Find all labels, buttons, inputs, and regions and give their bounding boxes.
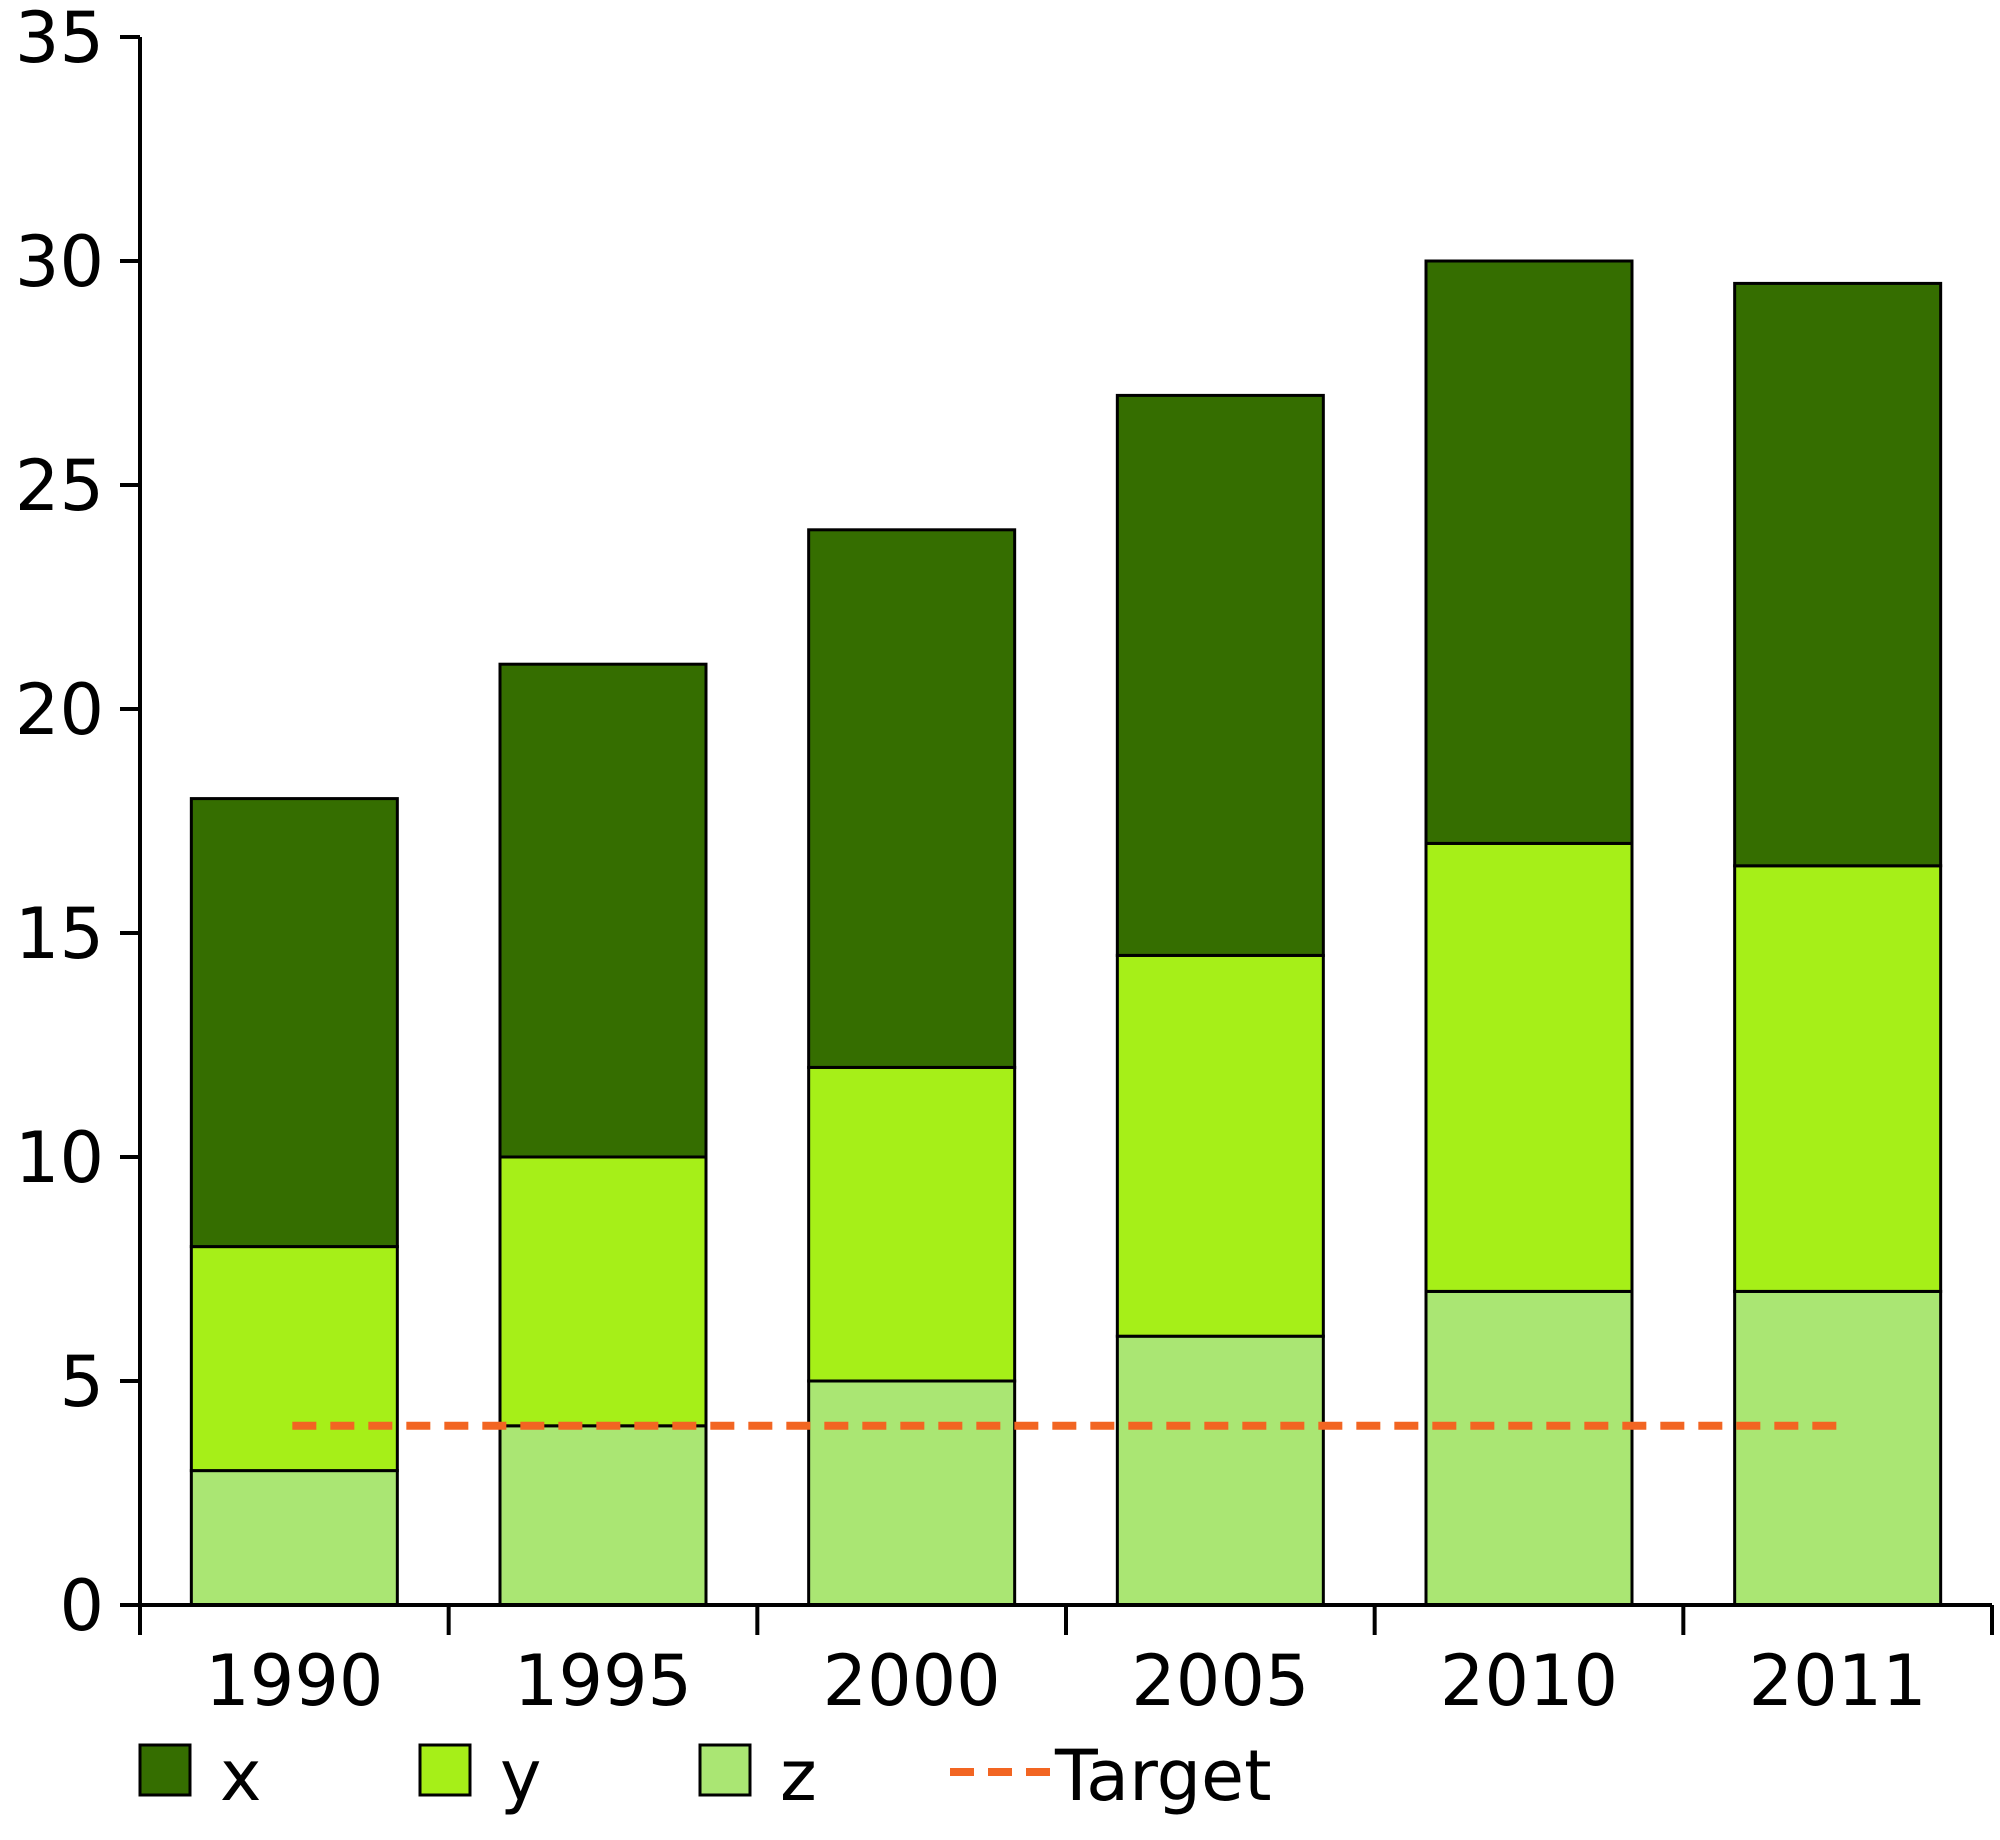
x-tick-label: 1990 bbox=[205, 1640, 383, 1722]
y-tick-label: 0 bbox=[59, 1565, 104, 1647]
bar-y-1995 bbox=[498, 1155, 708, 1428]
bar-y-2000 bbox=[807, 1065, 1017, 1383]
legend-swatch-z bbox=[698, 1743, 752, 1797]
y-tick-label: 15 bbox=[15, 893, 104, 975]
bar-z-2000 bbox=[807, 1379, 1017, 1607]
legend: x y z Target bbox=[138, 1735, 1272, 1817]
bar-x-2011 bbox=[1733, 281, 1943, 868]
x-tick-label: 2010 bbox=[1440, 1640, 1618, 1722]
axes-group: 1990 1995 2000 2005 2010 2011 0 5 10 15 20 25 30 35 bbox=[15, 0, 1994, 1722]
y-tick-label: 30 bbox=[15, 221, 104, 303]
bar-z-2010 bbox=[1424, 1289, 1634, 1607]
legend-label-x: x bbox=[220, 1735, 261, 1817]
bar-z-1990 bbox=[189, 1469, 399, 1607]
y-tick-label: 20 bbox=[15, 669, 104, 751]
bar-x-1990 bbox=[189, 797, 399, 1249]
x-tick-label: 2005 bbox=[1131, 1640, 1309, 1722]
legend-swatch-y bbox=[418, 1743, 472, 1797]
bar-x-2010 bbox=[1424, 259, 1634, 845]
legend-swatch-x bbox=[138, 1743, 192, 1797]
y-tick-label: 35 bbox=[15, 0, 104, 79]
bar-z-2011 bbox=[1733, 1289, 1943, 1607]
y-tick-label: 5 bbox=[59, 1341, 104, 1423]
bar-y-2005 bbox=[1115, 953, 1325, 1338]
bar-x-1995 bbox=[498, 662, 708, 1159]
bar-y-1990 bbox=[189, 1245, 399, 1473]
y-tick-label: 10 bbox=[15, 1117, 104, 1199]
x-tick-label: 2011 bbox=[1749, 1640, 1927, 1722]
bars-group bbox=[189, 259, 1943, 1607]
bar-y-2011 bbox=[1733, 864, 1943, 1293]
legend-label-z: z bbox=[780, 1735, 817, 1817]
bar-x-2005 bbox=[1115, 393, 1325, 957]
bar-z-2005 bbox=[1115, 1334, 1325, 1607]
y-tick-label: 25 bbox=[15, 445, 104, 527]
bar-z-1995 bbox=[498, 1424, 708, 1607]
legend-label-target: Target bbox=[1054, 1735, 1272, 1817]
bar-y-2010 bbox=[1424, 841, 1634, 1293]
bar-x-2000 bbox=[807, 528, 1017, 1069]
x-tick-label: 1995 bbox=[514, 1640, 692, 1722]
legend-label-y: y bbox=[500, 1735, 541, 1817]
x-tick-label: 2000 bbox=[823, 1640, 1001, 1722]
